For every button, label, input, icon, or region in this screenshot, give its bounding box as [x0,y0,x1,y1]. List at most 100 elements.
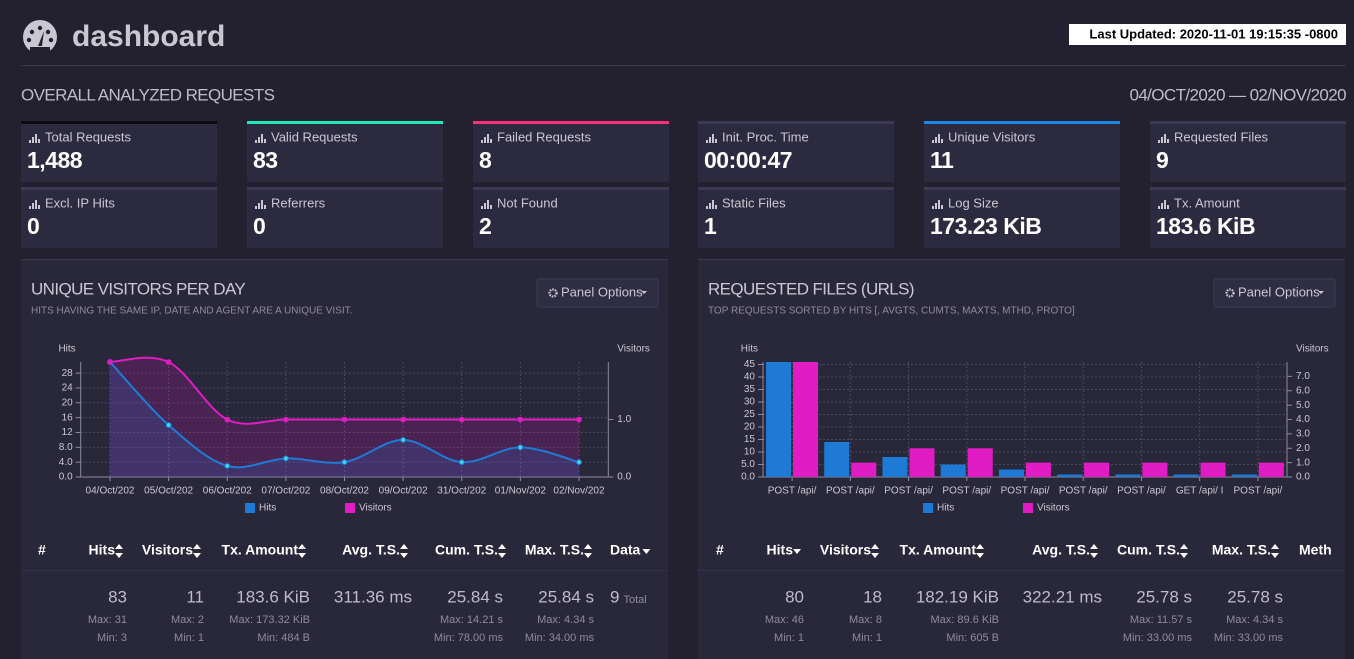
summary-max: Max: 4.34 s [537,614,594,626]
card [698,187,894,248]
summary-min: Min: 605 B [946,632,999,644]
card-icon [255,134,266,143]
sort-icon [1180,544,1188,558]
panel-options-button[interactable]: Panel Options [1213,278,1336,308]
card-accent [698,187,894,190]
point [517,416,524,423]
button-bg [1213,278,1336,308]
card [473,187,669,248]
column-header[interactable]: Max. T.S. [525,542,592,558]
column-header[interactable]: Avg. T.S. [342,542,408,558]
column-label: Data [610,542,641,558]
card-accent [924,121,1120,124]
card-icon [1158,134,1169,143]
column-header[interactable]: Data [610,542,651,558]
card-value: 11 [930,147,954,173]
icon-bar [1161,203,1163,209]
column-header[interactable]: Visitors [142,542,201,558]
column-header[interactable]: Hits [767,542,801,558]
summary-min: Min: 1 [774,632,804,644]
card-accent [473,187,669,190]
summary-min: Min: 34.00 ms [525,632,595,644]
icon-bar [715,139,717,143]
summary-min: Min: 1 [852,632,882,644]
column-header[interactable]: # [38,542,46,558]
point [341,416,348,423]
card-value: 8 [479,147,492,173]
column-label: Meth [1299,542,1332,558]
summary-min: Min: 33.00 ms [1123,632,1193,644]
x-tick-label: 31/Oct/202 [437,486,486,497]
column-label: Visitors [820,542,871,558]
column-header[interactable]: Meth [1299,542,1332,558]
summary-min: Min: 1 [174,632,204,644]
card [1150,121,1346,182]
y2-tick-label: 1.0 [1296,457,1310,468]
icon-bar [712,134,714,143]
card-icon [29,134,40,143]
card-label: Log Size [948,195,999,210]
y-tick-label: 4.0 [59,457,73,468]
x-tick-label: 05/Oct/202 [144,486,193,497]
column-header[interactable]: Tx. Amount [222,542,306,558]
legend-label: Visitors [359,503,392,514]
icon-bar [484,137,486,143]
icon-bar [29,140,31,143]
icon-bar [481,140,483,143]
x-tick-label: 08/Oct/202 [320,486,369,497]
icon-bar [264,205,266,209]
panel-options-button[interactable]: Panel Options [536,278,659,308]
point [283,416,289,423]
column-header[interactable]: Max. T.S. [1212,542,1279,558]
y2-tick-label: 1.0 [617,414,631,425]
column-header[interactable]: Hits [89,542,123,558]
y-tick-label: 35 [744,384,756,395]
card-value: 183.6 KiB [1156,213,1255,239]
column-header[interactable]: Cum. T.S. [435,542,506,558]
summary-value: 9 [610,587,619,606]
x-tick-label: POST /api/ [1059,486,1108,497]
summary-min: Min: 484 B [257,632,310,644]
icon-bar [261,200,263,209]
legend-label: Hits [259,503,276,514]
column-header[interactable]: Visitors [820,542,879,558]
column-header[interactable]: Tx. Amount [900,542,984,558]
column-header[interactable]: # [716,542,724,558]
icon-bar [712,200,714,209]
card-accent [21,121,217,124]
x-tick-label: POST /api/ [1234,486,1283,497]
card-value: 0 [27,213,39,239]
bar [1173,474,1199,477]
icon-bar [255,206,257,209]
sort-icon [298,544,306,558]
summary-max: Max: 46 [765,614,804,626]
column-label: Max. T.S. [1212,542,1271,558]
summary-value: 25.78 s [1227,587,1283,606]
card [247,121,443,182]
icon-bar [481,206,483,209]
card [21,121,217,182]
y-tick-label: 20 [744,422,756,433]
last-updated: Last Updated: 2020-11-01 19:15:35 -0800 [1089,26,1338,41]
icon-bar [706,206,708,209]
sort-icon [793,549,801,554]
button-label: Panel Options [561,284,643,299]
y-tick-label: 25 [744,409,756,420]
icon-bar [35,134,37,143]
y-tick-label: 12 [62,427,74,438]
column-header[interactable]: Cum. T.S. [1117,542,1188,558]
icon-bar [484,203,486,209]
column-label: Avg. T.S. [1032,542,1090,558]
icon-bar [935,203,937,209]
bar [998,469,1024,477]
icon-bar [1164,134,1166,143]
card [21,187,217,248]
card-label: Requested Files [1174,129,1268,144]
logo-icon [23,20,57,54]
column-header[interactable]: Avg. T.S. [1032,542,1098,558]
x-tick-label: POST /api/ [1001,486,1050,497]
column-label: Tx. Amount [222,542,299,558]
icon-bar [490,205,492,209]
card-label: Unique Visitors [948,129,1036,144]
